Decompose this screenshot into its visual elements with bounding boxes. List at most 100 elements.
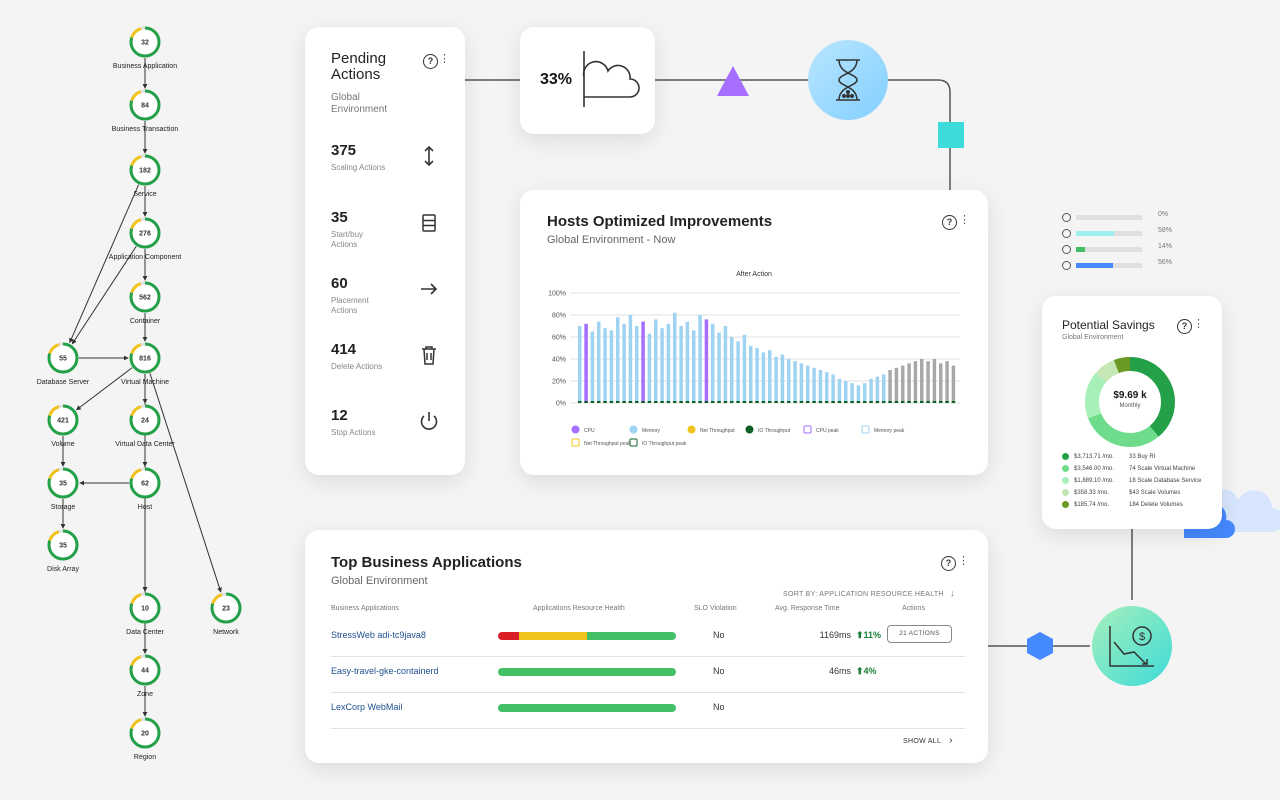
bar-io bbox=[590, 401, 595, 403]
app-name-link[interactable]: LexCorp WebMail bbox=[331, 702, 403, 712]
show-all-label: SHOW ALL bbox=[903, 738, 941, 745]
column-header[interactable]: SLO Violation bbox=[694, 605, 737, 612]
progress-percent: 58% bbox=[1158, 227, 1173, 234]
help-icon[interactable]: ? bbox=[941, 556, 956, 571]
app-name-link[interactable]: StressWeb adi-tc9java8 bbox=[331, 630, 426, 640]
legend-bar-row[interactable]: 56% bbox=[1062, 259, 1182, 270]
column-header[interactable]: Applications Resource Health bbox=[533, 605, 625, 612]
bar bbox=[654, 319, 658, 403]
help-icon[interactable]: ? bbox=[423, 54, 438, 69]
response-change-value: 11% bbox=[863, 630, 882, 640]
hosts-optimized-card: Hosts Optimized Improvements ? ⋮ Global … bbox=[520, 190, 988, 475]
scaling-actions[interactable]: 375 Scaling Actions bbox=[331, 142, 451, 192]
node-label: Business Transaction bbox=[112, 126, 179, 133]
y-tick-label: 60% bbox=[552, 335, 566, 342]
bar bbox=[616, 317, 620, 403]
help-icon[interactable]: ? bbox=[942, 215, 957, 230]
topology-node-zone[interactable]: 44 Zone bbox=[129, 654, 161, 698]
topology-node-db[interactable]: 55 Database Server bbox=[37, 342, 90, 386]
actions-button[interactable]: 21 ACTIONS bbox=[887, 625, 952, 643]
bar bbox=[806, 365, 810, 403]
help-icon[interactable]: ? bbox=[1177, 319, 1192, 334]
topology-node-dc[interactable]: 10 Data Center bbox=[126, 592, 165, 636]
bar-io bbox=[920, 401, 924, 403]
radio-icon[interactable] bbox=[1062, 261, 1071, 270]
node-label: Volume bbox=[51, 441, 74, 448]
bar-io bbox=[628, 401, 633, 403]
table-row[interactable]: Easy-travel-gke-containerd No 46ms ⬆4% bbox=[331, 656, 965, 693]
bar-io bbox=[609, 401, 614, 403]
pending-actions-subtitle: Global Environment bbox=[331, 92, 388, 115]
topology-node-svc[interactable]: 182 Service bbox=[129, 154, 161, 198]
donut-segment[interactable] bbox=[1085, 357, 1175, 447]
show-all-link[interactable]: SHOW ALL › bbox=[903, 735, 953, 746]
donut-segment[interactable] bbox=[1085, 357, 1175, 447]
bar-io bbox=[723, 401, 728, 403]
bar bbox=[932, 359, 937, 403]
bar-io bbox=[875, 401, 880, 403]
bar-io bbox=[597, 401, 601, 403]
bar-io bbox=[578, 401, 582, 403]
topology-node-ctr[interactable]: 562 Container bbox=[129, 281, 161, 325]
action-label: Scaling Actions bbox=[331, 163, 386, 172]
topology-node-net[interactable]: 23 Network bbox=[210, 592, 242, 636]
bar bbox=[647, 333, 652, 403]
column-header[interactable]: Avg. Response Time bbox=[775, 605, 840, 612]
topology-node-sto[interactable]: 35 Storage bbox=[47, 467, 79, 511]
topology-node-reg[interactable]: 20 Region bbox=[129, 717, 161, 761]
health-bar bbox=[498, 632, 676, 640]
app-name-link[interactable]: Easy-travel-gke-containerd bbox=[331, 666, 439, 676]
node-value: 276 bbox=[139, 231, 151, 238]
radio-icon[interactable] bbox=[1062, 229, 1071, 238]
legend-bar-row[interactable]: 0% bbox=[1062, 211, 1182, 222]
response-change: ⬆11% bbox=[856, 630, 881, 641]
sort-dropdown[interactable]: SORT BY: APPLICATION RESOURCE HEALTH ↓ bbox=[783, 588, 955, 598]
triangle-icon bbox=[717, 66, 749, 96]
topology-node-vdc[interactable]: 24 Virtual Data Center bbox=[115, 404, 175, 448]
progress-track bbox=[1076, 215, 1142, 220]
topology-node-ac[interactable]: 276 Application Component bbox=[109, 217, 181, 261]
overflow-menu-icon[interactable]: ⋮ bbox=[958, 555, 969, 567]
bar-io bbox=[825, 401, 829, 403]
bar-io bbox=[894, 401, 899, 403]
table-row[interactable]: LexCorp WebMail No bbox=[331, 692, 965, 729]
topology-node-host[interactable]: 62 Host bbox=[129, 467, 161, 511]
placement-actions[interactable]: 60 Placement Actions bbox=[331, 275, 451, 325]
donut-segment[interactable] bbox=[1085, 357, 1175, 447]
column-header[interactable]: Business Applications bbox=[331, 605, 399, 612]
topology-node-vol[interactable]: 421 Volume bbox=[47, 404, 79, 448]
bar-io bbox=[749, 401, 753, 403]
overflow-menu-icon[interactable]: ⋮ bbox=[959, 214, 970, 226]
topology-node-ba[interactable]: 32 Business Application bbox=[113, 26, 177, 70]
topology-node-vm[interactable]: 816 Virtual Machine bbox=[121, 342, 169, 386]
node-label: Disk Array bbox=[47, 566, 79, 573]
legend-label: IO Throughput bbox=[758, 428, 791, 434]
stop-actions[interactable]: 12 Stop Actions bbox=[331, 407, 451, 457]
topology-node-bt[interactable]: 84 Business Transaction bbox=[112, 89, 179, 133]
svg-text:$: $ bbox=[1139, 631, 1145, 643]
bar-io bbox=[932, 401, 937, 403]
bar bbox=[774, 356, 778, 403]
radio-icon[interactable] bbox=[1062, 245, 1071, 254]
overflow-menu-icon[interactable]: ⋮ bbox=[1193, 318, 1204, 330]
bar bbox=[793, 361, 797, 403]
slo-violation: No bbox=[713, 630, 725, 640]
start-buy-actions[interactable]: 35 Start/buy Actions bbox=[331, 209, 451, 259]
table-row[interactable]: StressWeb adi-tc9java8 No 1169ms ⬆11% 21 ACT… bbox=[331, 620, 965, 657]
delete-actions[interactable]: 414 Delete Actions bbox=[331, 341, 451, 391]
bar bbox=[875, 376, 880, 403]
topology-edge bbox=[149, 373, 222, 593]
radio-icon[interactable] bbox=[1062, 213, 1071, 222]
cost-trend-icon: $ bbox=[1092, 606, 1172, 686]
column-header[interactable]: Actions bbox=[902, 605, 925, 612]
overflow-menu-icon[interactable]: ⋮ bbox=[439, 53, 450, 65]
bar bbox=[692, 330, 696, 403]
legend-bar-row[interactable]: 14% bbox=[1062, 243, 1182, 254]
bar bbox=[590, 331, 595, 403]
legend-bar-row[interactable]: 58% bbox=[1062, 227, 1182, 238]
topology-node-da[interactable]: 35 Disk Array bbox=[47, 529, 79, 573]
progress-track bbox=[1076, 263, 1142, 268]
pending-actions-title: Pending Actions bbox=[331, 50, 387, 83]
savings-amount: $3,546.00 /mo. bbox=[1074, 466, 1115, 473]
legend-dot bbox=[1062, 453, 1069, 460]
